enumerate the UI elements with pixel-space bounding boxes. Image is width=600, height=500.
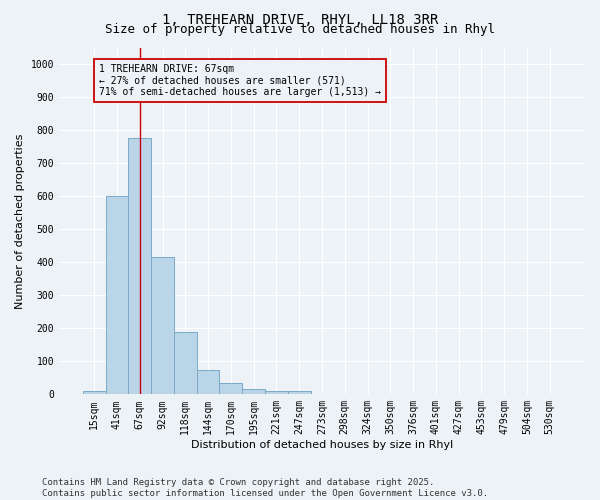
Text: 1 TREHEARN DRIVE: 67sqm
← 27% of detached houses are smaller (571)
71% of semi-d: 1 TREHEARN DRIVE: 67sqm ← 27% of detache… — [99, 64, 381, 97]
Bar — [128, 138, 151, 394]
Bar — [197, 370, 220, 394]
Text: Contains HM Land Registry data © Crown copyright and database right 2025.
Contai: Contains HM Land Registry data © Crown c… — [42, 478, 488, 498]
Bar — [83, 391, 106, 394]
Bar — [242, 390, 265, 394]
X-axis label: Distribution of detached houses by size in Rhyl: Distribution of detached houses by size … — [191, 440, 453, 450]
Bar — [220, 383, 242, 394]
Bar — [288, 391, 311, 394]
Bar — [265, 391, 288, 394]
Bar — [106, 196, 128, 394]
Bar — [151, 258, 174, 394]
Bar — [174, 332, 197, 394]
Y-axis label: Number of detached properties: Number of detached properties — [15, 133, 25, 308]
Text: 1, TREHEARN DRIVE, RHYL, LL18 3RR: 1, TREHEARN DRIVE, RHYL, LL18 3RR — [162, 12, 438, 26]
Text: Size of property relative to detached houses in Rhyl: Size of property relative to detached ho… — [105, 22, 495, 36]
